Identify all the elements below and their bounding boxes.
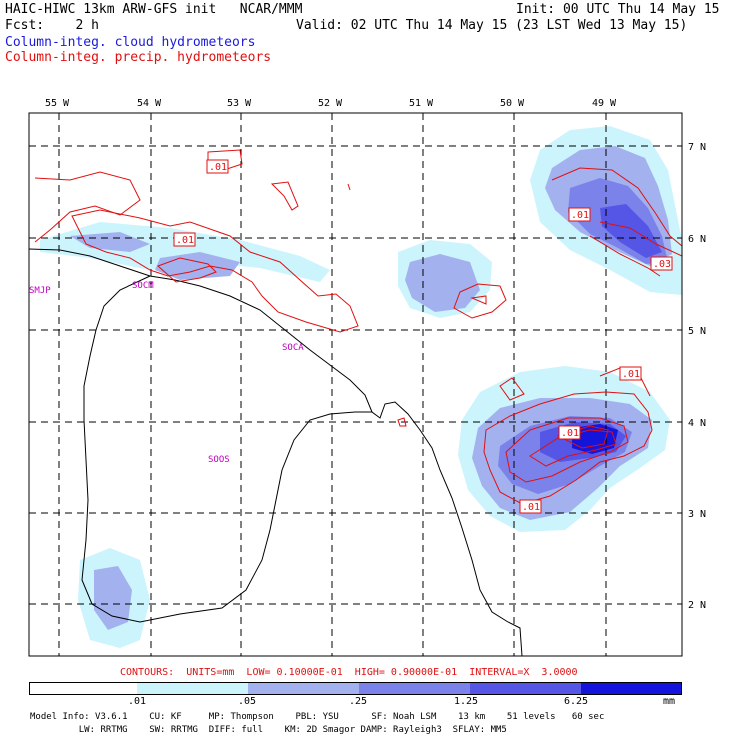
graticule: [29, 113, 682, 656]
station-labels: SMJP SOCM SOCA SOOS: [29, 281, 304, 465]
coastline: [29, 248, 523, 656]
lon-label-49w: 49 W: [592, 98, 617, 109]
model-info-line1: Model Info: V3.6.1 CU: KF MP: Thompson P…: [30, 712, 605, 722]
contour-label: .01: [209, 162, 227, 173]
init-time: Init: 00 UTC Thu 14 May 15: [516, 2, 720, 17]
colorbar-swatch-5: [470, 682, 581, 695]
lon-label-51w: 51 W: [409, 98, 434, 109]
lon-label-53w: 53 W: [227, 98, 252, 109]
lon-label-54w: 54 W: [137, 98, 162, 109]
station-soca: SOCA: [282, 343, 304, 353]
model-info-line2: LW: RRTMG SW: RRTMG DIFF: full KM: 2D Sm…: [30, 725, 507, 735]
contours-info: CONTOURS: UNITS=mm LOW= 0.10000E-01 HIGH…: [120, 667, 578, 678]
shading-layer: [40, 126, 682, 648]
legend-precip: Column-integ. precip. hydrometeors: [5, 50, 272, 65]
lat-label-5n: 5 N: [688, 326, 706, 337]
colorbar-tick-label: 6.25: [564, 696, 589, 707]
lon-label-50w: 50 W: [500, 98, 525, 109]
contour-labels: .01 .01 .01 .03 .01 .01 .01: [173, 159, 673, 514]
lat-label-2n: 2 N: [688, 600, 706, 611]
colorbar-tick-label: .01: [128, 696, 147, 707]
forecast-hour: Fcst: 2 h: [5, 18, 99, 33]
lon-label-52w: 52 W: [318, 98, 343, 109]
contour-label: .03: [653, 259, 671, 270]
contour-label: .01: [561, 428, 579, 439]
station-soos: SOOS: [208, 455, 230, 465]
chart-title: HAIC-HIWC 13km ARW-GFS init NCAR/MMM: [5, 2, 303, 17]
colorbar-swatch-3: [248, 682, 359, 695]
lat-label-3n: 3 N: [688, 509, 706, 520]
contour-label: .01: [571, 210, 589, 221]
lon-label-55w: 55 W: [45, 98, 70, 109]
valid-time: Valid: 02 UTC Thu 14 May 15 (23 LST Wed …: [296, 18, 688, 33]
colorbar-unit: mm: [663, 696, 676, 707]
legend-cloud: Column-integ. cloud hydrometeors: [5, 35, 256, 50]
contour-label: .01: [522, 502, 540, 513]
colorbar-swatch-1: [29, 682, 138, 695]
lat-label-4n: 4 N: [688, 418, 706, 429]
lat-label-7n: 7 N: [688, 142, 706, 153]
axis-labels: 55 W 54 W 53 W 52 W 51 W 50 W 49 W 7 N 6…: [45, 98, 706, 611]
contour-label: .01: [622, 369, 640, 380]
colorbar-tick-label: 1.25: [454, 696, 479, 707]
lat-label-6n: 6 N: [688, 234, 706, 245]
station-smjp: SMJP: [29, 286, 51, 296]
colorbar-swatch-2: [137, 682, 248, 695]
colorbar-tick-label: .25: [349, 696, 368, 707]
contour-label: .01: [176, 235, 194, 246]
colorbar-swatch-6: [581, 682, 682, 695]
colorbar-swatch-4: [359, 682, 470, 695]
station-socm: SOCM: [132, 281, 154, 291]
map-frame: [28, 112, 683, 657]
colorbar-tick-label: .05: [238, 696, 257, 707]
